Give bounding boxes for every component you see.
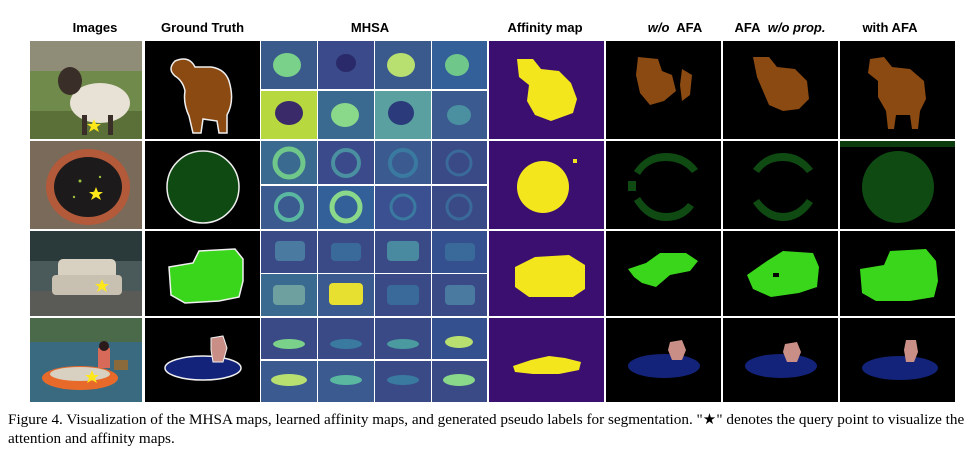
row2-afa-wo-prop [723, 141, 838, 229]
row4-affinity-map [489, 318, 604, 402]
row1-affinity-map [489, 41, 604, 139]
row2-wo-afa [606, 141, 721, 229]
row2-ground-truth [145, 141, 260, 229]
row2-image [30, 141, 142, 229]
figure-caption: Figure 4. Visualization of the MHSA maps… [8, 411, 965, 447]
row2-affinity-map [489, 141, 604, 229]
row4-afa-wo-prop [723, 318, 838, 402]
header-afa-wo-prop-italic: w/o prop. [767, 20, 826, 35]
row3-with-afa [840, 231, 955, 316]
row4-mhsa-grid [261, 318, 487, 402]
row4-wo-afa [606, 318, 721, 402]
row1-with-afa [840, 41, 955, 139]
header-affinity-map: Affinity map [507, 20, 583, 35]
row3-mhsa-grid [261, 231, 487, 316]
header-wo-afa-text: AFA [676, 20, 703, 35]
header-with-afa: with AFA [862, 20, 918, 35]
header-wo-afa: w/o AFA [620, 20, 730, 35]
header-afa-wo-prop: AFA w/o prop. [720, 20, 840, 35]
row2-with-afa [840, 141, 955, 229]
row1-image [30, 41, 142, 139]
header-mhsa: MHSA [350, 20, 390, 35]
header-ground-truth: Ground Truth [160, 20, 245, 35]
row1-ground-truth [145, 41, 260, 139]
header-wo-afa-italic: w/o [647, 20, 670, 35]
row1-mhsa-grid [261, 41, 487, 139]
row1-afa-wo-prop [723, 41, 838, 139]
row3-image [30, 231, 142, 316]
row2-mhsa-grid [261, 141, 487, 229]
row3-wo-afa [606, 231, 721, 316]
row3-ground-truth [145, 231, 260, 316]
row4-with-afa [840, 318, 955, 402]
row3-affinity-map [489, 231, 604, 316]
header-afa-wo-prop-text: AFA [734, 20, 761, 35]
row3-afa-wo-prop [723, 231, 838, 316]
row4-image [30, 318, 142, 402]
row4-ground-truth [145, 318, 260, 402]
header-images: Images [72, 20, 118, 35]
row1-wo-afa [606, 41, 721, 139]
